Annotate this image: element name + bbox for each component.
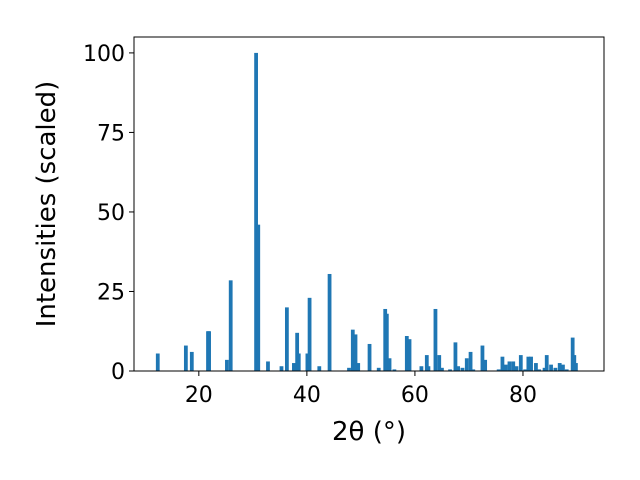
y-tick-label: 75 [97,121,125,146]
bar [350,329,355,371]
bar [419,366,424,371]
bar [189,351,194,371]
x-axis-label: 2θ (°) [332,417,406,447]
bars-group [155,52,578,372]
bar [307,297,312,371]
bar [225,359,229,371]
x-tick-label: 40 [293,383,321,408]
bar [228,280,233,371]
bar [464,358,469,371]
bar [426,366,431,371]
x-tick-label: 80 [509,383,537,408]
x-tick-label: 20 [185,383,213,408]
bar [305,353,310,371]
bar [507,361,512,371]
bar [553,367,558,371]
bar [500,356,505,371]
bar [317,366,322,371]
bar [448,369,452,371]
bar [557,363,562,371]
bar [356,363,361,371]
bar [561,364,565,371]
bar [183,345,188,371]
bar [295,332,300,371]
y-tick-label: 0 [111,360,125,385]
bar [392,369,397,371]
bar [292,363,296,371]
bar [574,363,578,371]
x-axis-ticks: 20 40 60 80 [185,371,537,408]
bar [254,52,258,372]
bar [327,273,332,371]
bar [570,337,575,371]
bar [526,356,531,371]
bar [542,367,547,371]
bar [284,307,289,371]
bar [440,367,444,371]
bar [453,342,458,371]
bar [496,369,501,371]
y-tick-label: 50 [97,201,125,226]
bar [529,356,533,371]
bar [471,369,476,371]
bar [514,366,519,371]
y-axis-label: Intensities (scaled) [32,81,62,328]
bar [404,336,409,371]
bar [460,367,465,371]
bar [256,224,261,371]
bar [353,334,358,371]
bar [367,343,372,371]
plot-frame [133,36,605,372]
bar [537,369,542,371]
y-tick-label: 25 [97,280,125,305]
bar [480,345,485,371]
bar [511,361,516,371]
bar [518,355,523,371]
bar [433,308,438,371]
bar [468,351,473,371]
bar [376,367,381,371]
y-tick-label: 100 [83,42,125,67]
bar [456,366,461,371]
bar [544,355,549,371]
bar [549,364,553,371]
bar [296,353,301,371]
bar [424,355,429,371]
bar [384,313,389,371]
bar [207,331,211,371]
bar [407,339,412,371]
bar [564,369,569,371]
bar [483,359,488,371]
bar [266,361,270,371]
x-tick-label: 60 [401,383,429,408]
bar [534,363,538,371]
bar [437,355,442,371]
bar [503,364,508,371]
bar [155,353,160,371]
bar [347,367,351,371]
bar [387,358,392,371]
y-axis-ticks: 0 25 50 75 100 [83,42,134,385]
bar [279,366,284,371]
bar [523,369,528,371]
